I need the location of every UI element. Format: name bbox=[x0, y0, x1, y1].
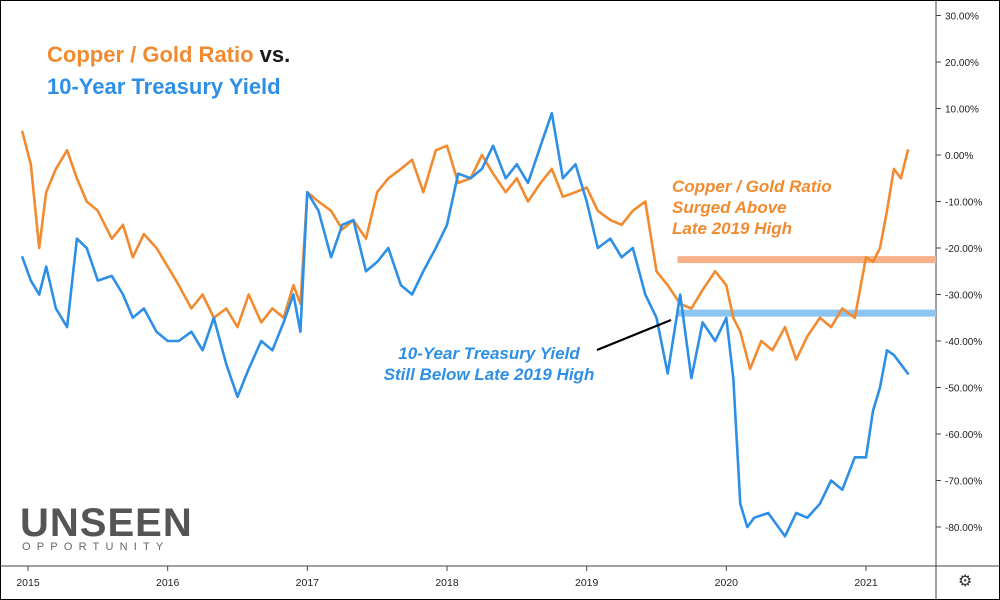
copper-annotation-line: Surged Above bbox=[672, 198, 787, 217]
title-vs: vs. bbox=[253, 42, 291, 67]
y-tick-label: -30.00% bbox=[945, 291, 982, 302]
y-tick-label: 30.00% bbox=[945, 12, 979, 23]
copper-annotation-line: Copper / Gold Ratio bbox=[672, 177, 832, 196]
x-tick-label: 2016 bbox=[156, 577, 180, 589]
x-tick-label: 2020 bbox=[715, 577, 739, 589]
y-tick-label: -70.00% bbox=[945, 477, 982, 488]
y-tick-label: 10.00% bbox=[945, 105, 979, 116]
x-tick-label: 2021 bbox=[854, 577, 878, 589]
y-tick-label: -40.00% bbox=[945, 337, 982, 348]
yield-annotation-line: 10-Year Treasury Yield bbox=[398, 344, 580, 363]
copper-annotation-line: Late 2019 High bbox=[672, 219, 792, 238]
y-tick-label: -50.00% bbox=[945, 384, 982, 395]
series-line-treasury-yield bbox=[21, 111, 910, 538]
y-tick-label: -20.00% bbox=[945, 244, 982, 255]
x-tick-label: 2015 bbox=[16, 577, 40, 589]
y-tick-label: 20.00% bbox=[945, 58, 979, 69]
logo-wordmark: UNSEEN bbox=[20, 501, 193, 545]
logo-subtitle: OPPORTUNITY bbox=[22, 541, 170, 553]
x-tick-label: 2019 bbox=[575, 577, 599, 589]
yield-annotation-line: Still Below Late 2019 High bbox=[383, 365, 595, 384]
pointer-line bbox=[596, 318, 672, 352]
series-line-copper-gold bbox=[21, 130, 910, 371]
title-yield: 10-Year Treasury Yield bbox=[47, 74, 281, 99]
yield-annotation: 10-Year Treasury Yield Still Below Late … bbox=[360, 343, 618, 385]
y-tick-label: 0.00% bbox=[945, 151, 973, 162]
x-tick-label: 2017 bbox=[296, 577, 320, 589]
chart-title-line1: Copper / Gold Ratio vs. bbox=[47, 42, 290, 68]
copper-annotation: Copper / Gold Ratio Surged Above Late 20… bbox=[672, 176, 832, 239]
x-tick-label: 2018 bbox=[435, 577, 459, 589]
title-copper: Copper / Gold Ratio bbox=[47, 42, 254, 67]
y-tick-label: -80.00% bbox=[945, 523, 982, 534]
gear-icon[interactable]: ⚙ bbox=[958, 571, 973, 590]
y-tick-label: -60.00% bbox=[945, 430, 982, 441]
y-tick-label: -10.00% bbox=[945, 198, 982, 209]
